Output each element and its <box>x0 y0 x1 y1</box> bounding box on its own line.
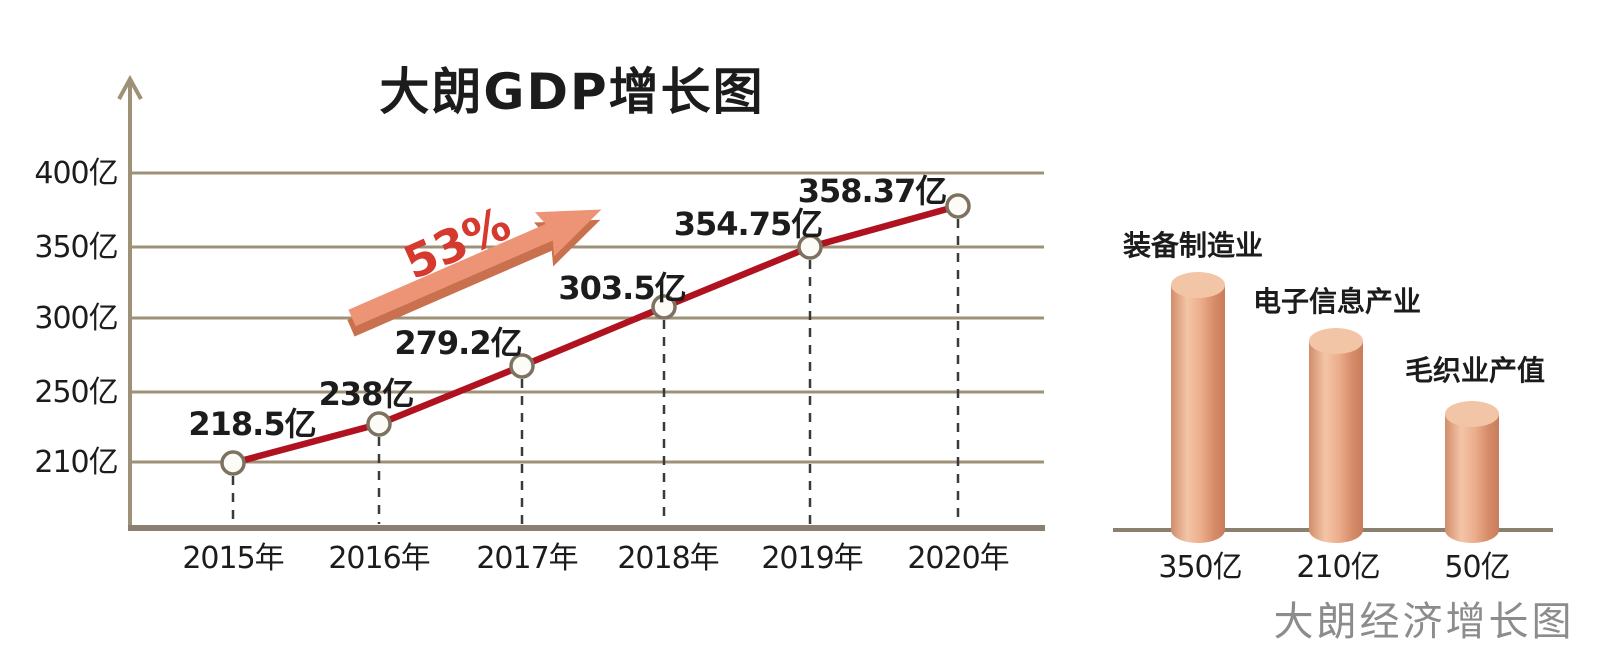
cylinder-top <box>1309 328 1363 354</box>
marker-2017 <box>509 353 535 379</box>
chart-title: 大朗GDP增长图 <box>379 63 765 121</box>
cylinder-top <box>1171 272 1225 298</box>
droplines <box>231 219 960 524</box>
cylinder-body <box>1171 285 1225 530</box>
marker-2018 <box>651 294 677 320</box>
side-chart-caption: 大朗经济增长图 <box>1273 599 1575 645</box>
gdp-line <box>229 202 962 467</box>
cylinder-body <box>1445 414 1499 530</box>
x-tick-2016: 2016年 <box>328 541 430 576</box>
cylinder-top <box>1445 401 1499 427</box>
marker-2016 <box>366 411 392 437</box>
y-tick-400: 400亿 <box>34 156 118 191</box>
point-label-2019: 354.75亿 <box>673 205 823 243</box>
point-label-2017: 279.2亿 <box>394 324 522 362</box>
bar-label-electronics: 电子信息产业 <box>1252 285 1422 318</box>
economy-bar-chart <box>1113 272 1553 543</box>
y-tick-300: 300亿 <box>34 301 118 336</box>
marker-2015 <box>220 450 246 476</box>
x-tick-2017: 2017年 <box>476 541 578 576</box>
cylinder-bar-electronics <box>1309 328 1363 543</box>
bar-value-wool: 50亿 <box>1444 550 1510 585</box>
point-label-2018: 303.5亿 <box>558 269 686 307</box>
y-tick-350: 350亿 <box>34 230 118 265</box>
y-tick-210: 210亿 <box>34 445 118 480</box>
bar-value-equipment: 350亿 <box>1158 550 1242 585</box>
bar-label-equipment: 装备制造业 <box>1122 229 1264 262</box>
x-tick-2018: 2018年 <box>617 541 719 576</box>
growth-arrow-body <box>348 209 602 327</box>
x-tick-2020: 2020年 <box>907 541 1009 576</box>
x-tick-2015: 2015年 <box>182 541 284 576</box>
y-tick-250: 250亿 <box>34 375 118 410</box>
point-label-2016: 238亿 <box>318 375 415 413</box>
y-axis-arrowhead-icon <box>117 74 143 100</box>
cylinder-bar-wool <box>1445 401 1499 543</box>
point-label-2020: 358.37亿 <box>797 172 947 210</box>
x-tick-2019: 2019年 <box>761 541 863 576</box>
marker-2020 <box>945 193 971 219</box>
cylinder-body <box>1309 341 1363 530</box>
marker-2019 <box>797 234 823 260</box>
gridlines <box>130 171 1044 464</box>
bar-label-wool: 毛织业产值 <box>1404 354 1546 387</box>
bar-value-electronics: 210亿 <box>1296 550 1380 585</box>
growth-arrow-icon <box>347 209 602 337</box>
point-label-2015: 218.5亿 <box>188 405 316 443</box>
cylinder-bar-equipment <box>1171 272 1225 543</box>
growth-arrow-shadow <box>347 219 601 337</box>
data-point-markers <box>220 193 971 476</box>
gdp-line-chart <box>117 74 1045 531</box>
